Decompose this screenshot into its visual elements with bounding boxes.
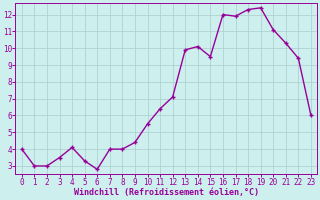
X-axis label: Windchill (Refroidissement éolien,°C): Windchill (Refroidissement éolien,°C) bbox=[74, 188, 259, 197]
